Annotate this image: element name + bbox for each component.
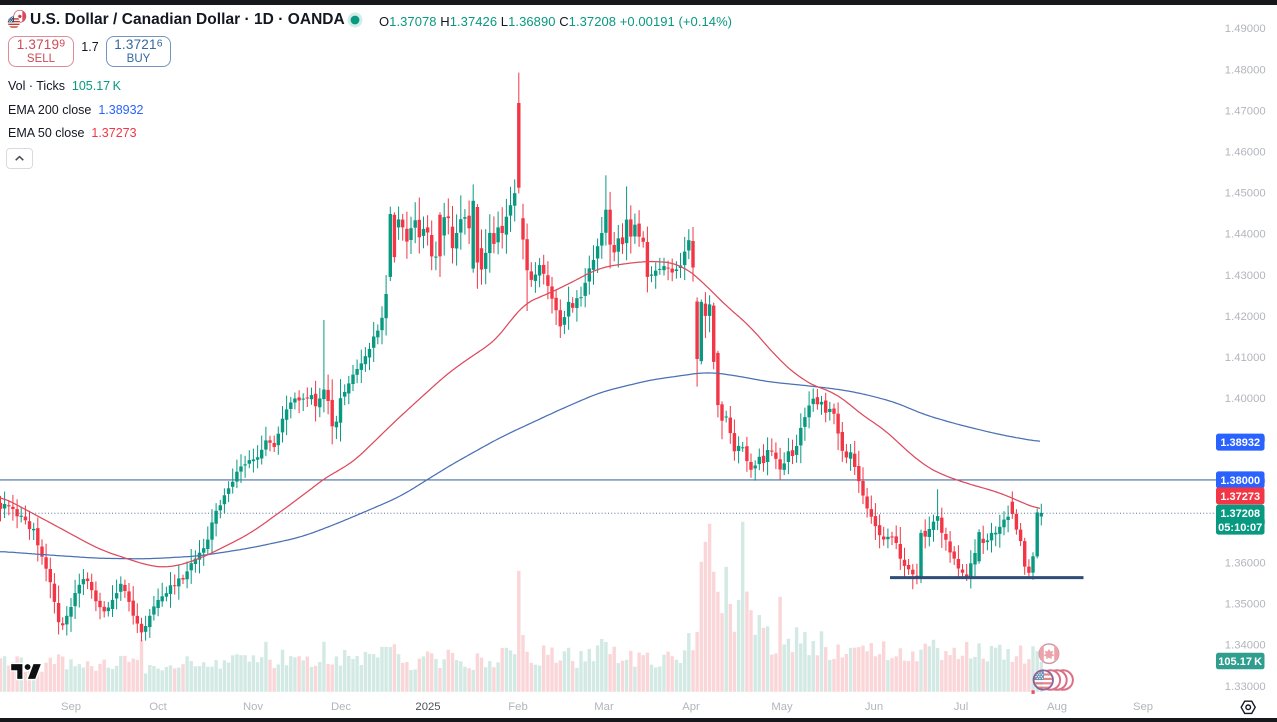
svg-text:Dec: Dec	[331, 701, 351, 713]
svg-text:1.37208: 1.37208	[1220, 508, 1260, 520]
svg-text:1.40000: 1.40000	[1225, 393, 1266, 405]
svg-text:Nov: Nov	[243, 701, 263, 713]
svg-text:1.38932: 1.38932	[1220, 437, 1260, 449]
svg-text:1.36000: 1.36000	[1225, 558, 1266, 570]
svg-text:1.45000: 1.45000	[1225, 188, 1266, 200]
svg-text:105.17 K: 105.17 K	[1218, 656, 1262, 668]
svg-text:Jun: Jun	[865, 701, 883, 713]
svg-text:05:10:07: 05:10:07	[1218, 522, 1262, 534]
svg-text:May: May	[771, 701, 793, 713]
svg-text:Aug: Aug	[1047, 701, 1067, 713]
svg-text:1.44000: 1.44000	[1225, 229, 1266, 241]
svg-text:1.48000: 1.48000	[1225, 64, 1266, 76]
svg-text:Sep: Sep	[61, 701, 81, 713]
svg-text:1.34000: 1.34000	[1225, 640, 1266, 652]
svg-text:1.46000: 1.46000	[1225, 147, 1266, 159]
svg-text:1.41000: 1.41000	[1225, 352, 1266, 364]
svg-text:1.49000: 1.49000	[1225, 23, 1266, 35]
svg-text:Apr: Apr	[682, 701, 700, 713]
svg-text:2025: 2025	[415, 701, 440, 713]
svg-text:Mar: Mar	[594, 701, 614, 713]
svg-text:1.38000: 1.38000	[1220, 475, 1260, 487]
svg-text:1.47000: 1.47000	[1225, 105, 1266, 117]
svg-text:Sep: Sep	[1133, 701, 1153, 713]
svg-text:1.37273: 1.37273	[1220, 491, 1260, 503]
svg-text:Jul: Jul	[954, 701, 968, 713]
svg-text:1.43000: 1.43000	[1225, 270, 1266, 282]
svg-text:1.42000: 1.42000	[1225, 311, 1266, 323]
svg-text:1.35000: 1.35000	[1225, 599, 1266, 611]
svg-text:Feb: Feb	[508, 701, 527, 713]
svg-text:1.33000: 1.33000	[1225, 681, 1266, 693]
svg-text:Oct: Oct	[149, 701, 167, 713]
